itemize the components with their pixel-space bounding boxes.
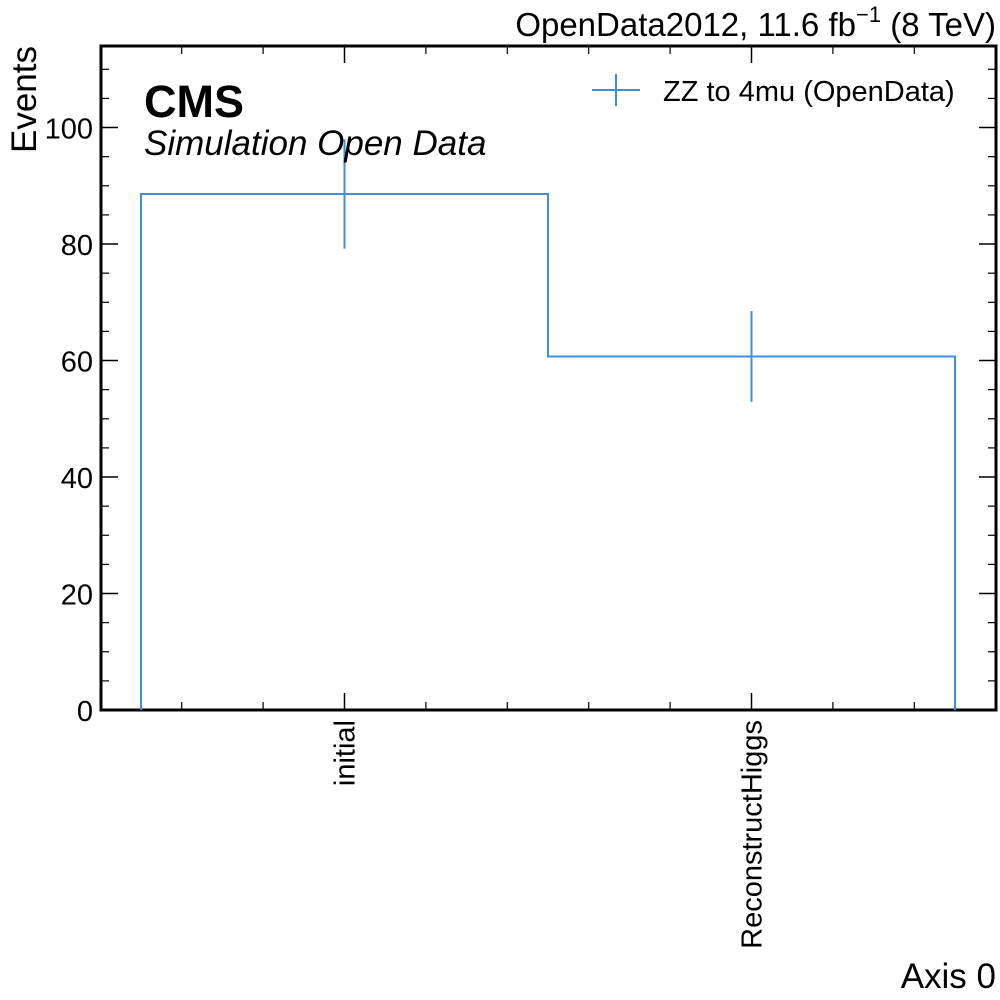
x-axis-label: Axis 0 — [901, 957, 996, 996]
y-tick-label: 80 — [61, 230, 93, 262]
histogram-step-line — [140, 192, 956, 710]
legend-series-label: ZZ to 4mu (OpenData) — [663, 76, 955, 108]
y-axis-label: Events — [5, 46, 44, 153]
legend: ZZ to 4mu (OpenData) — [592, 74, 955, 108]
y-tick-label: 60 — [61, 347, 93, 379]
x-tick-label: initial — [330, 720, 362, 786]
experiment-subtitle: Simulation Open Data — [144, 124, 486, 163]
y-tick-label: 100 — [45, 114, 93, 146]
y-tick-labels: 0 20 40 60 80 100 — [45, 114, 93, 728]
plot-frame — [99, 44, 998, 712]
y-tick-label: 40 — [61, 463, 93, 495]
experiment-label: CMS — [144, 76, 244, 127]
x-tick-labels: initial ReconstructHiggs — [330, 720, 769, 949]
luminosity-exponent: −1 — [856, 2, 881, 27]
y-tick-label: 0 — [77, 696, 93, 728]
luminosity-label: OpenData2012, 11.6 fb−1 (8 TeV) — [515, 2, 996, 43]
y-tick-label: 20 — [61, 580, 93, 612]
axis-ticks — [101, 46, 997, 711]
data-marks — [140, 139, 956, 710]
x-tick-label: ReconstructHiggs — [737, 720, 769, 949]
